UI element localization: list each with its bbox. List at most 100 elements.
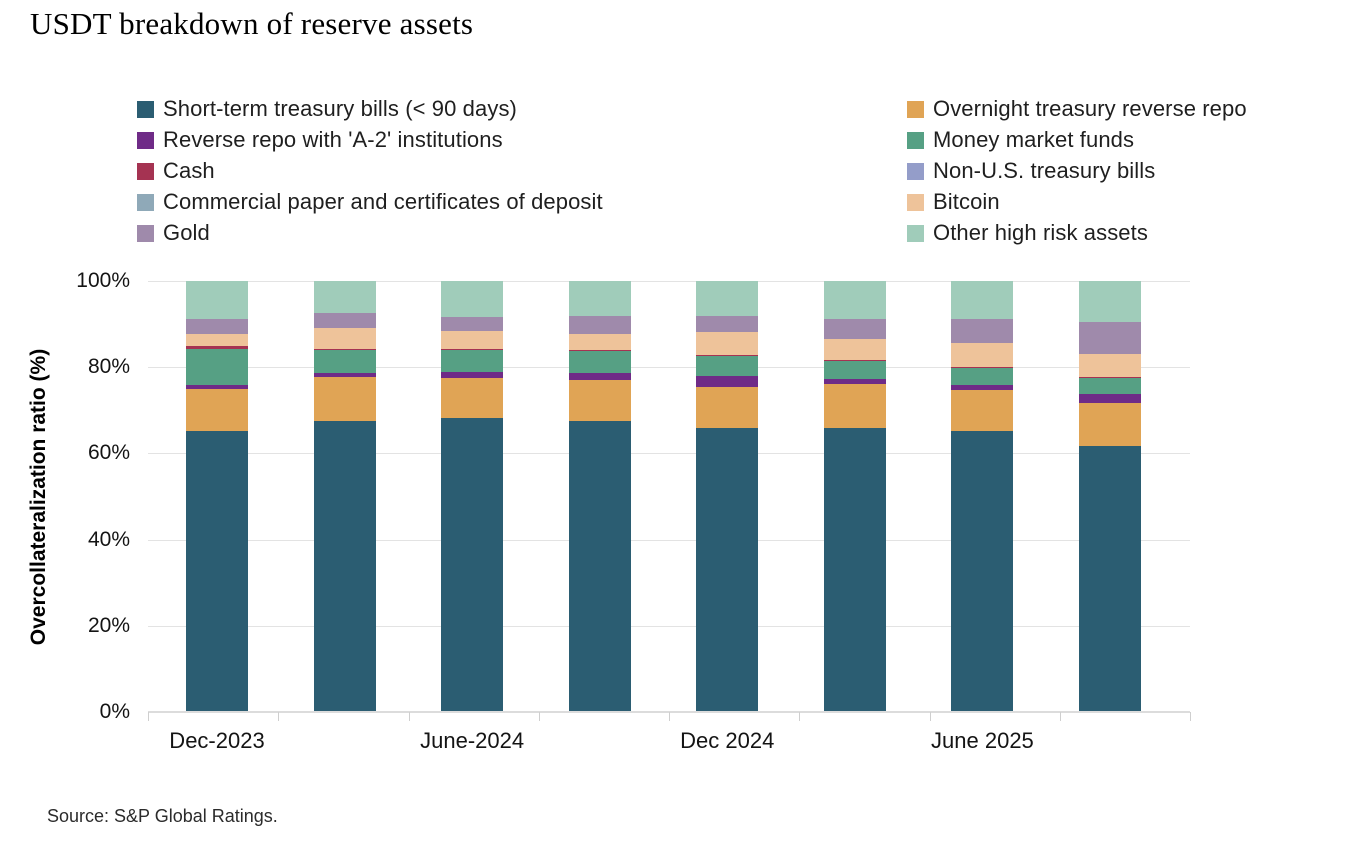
stacked-bar-4 [696,281,758,712]
legend-swatch-icon [907,162,924,180]
bar-segment [1079,402,1141,446]
bar-segment [314,373,376,377]
x-axis-tick [1060,712,1061,721]
stacked-bar-2 [441,281,503,712]
legend-label: Overnight treasury reverse repo [933,95,1247,121]
legend-item: Short-term treasury bills (< 90 days) [137,93,907,124]
bar-segment [824,339,886,360]
gridline-40 [148,539,1190,541]
bar-segment [441,418,503,712]
legend-item: Other high risk assets [907,217,1247,248]
x-axis-tick [1190,712,1191,721]
x-axis-tick [799,712,800,721]
legend-label: Reverse repo with 'A-2' institutions [163,126,503,152]
stacked-bar-0 [186,281,248,712]
bar-segment [696,375,758,388]
legend-item: Bitcoin [907,186,1247,217]
x-axis-tick [669,712,670,721]
stacked-bar-1 [314,281,376,712]
legend-label: Bitcoin [933,188,1000,214]
legend-swatch-icon [137,224,154,242]
legend-swatch-icon [137,100,154,118]
legend-swatch-icon [137,162,154,180]
y-axis-title: Overcollateralization ratio (%) [26,281,52,712]
bar-segment [951,281,1013,320]
y-tick-label: 100% [76,269,130,292]
bar-segment [824,384,886,428]
bar-segment [569,349,631,351]
y-tick-label: 20% [87,613,130,637]
bar-segment [441,372,503,378]
x-axis-tick [409,712,410,721]
bar-segment [186,384,248,389]
x-tick-label: Dec-2023 [169,728,265,753]
bar-segment [569,379,631,422]
legend-item: Non-U.S. treasury bills [907,155,1247,186]
bar-segment [824,360,886,379]
bar-segment [441,331,503,349]
legend-item: Gold [137,217,907,248]
bar-segment [1079,354,1141,377]
bar-segment [696,332,758,355]
bar-segment [441,377,503,419]
y-tick-label: 40% [87,527,130,551]
bar-segment [951,367,1013,385]
bar-segment [314,312,376,328]
bar-segment [314,348,376,350]
bar-segment [569,421,631,712]
bar-segment [1079,377,1141,395]
stacked-bar-5 [824,281,886,712]
bar-segment [696,355,758,376]
bar-segment [696,387,758,428]
bar-segment [186,431,248,712]
legend-label: Non-U.S. treasury bills [933,157,1156,183]
x-axis-tick [278,712,279,721]
legend-swatch-icon [137,131,154,149]
bar-segment [569,281,631,316]
bar-segment [696,354,758,356]
plot-area [148,281,1191,721]
legend-label: Money market funds [933,126,1135,152]
legend-item: Commercial paper and certificates of dep… [137,186,907,217]
y-tick-label: 0% [99,700,130,723]
x-tick-label: June-2024 [420,728,525,753]
legend-label: Gold [163,219,210,245]
legend-label: Commercial paper and certificates of dep… [163,188,603,214]
bar-segment [1079,394,1141,403]
x-axis-tick [148,712,149,721]
bar-segment [186,388,248,431]
x-tick-label: June 2025 [931,728,1034,753]
gridline-60 [148,453,1190,455]
y-tick-label: 60% [87,441,130,465]
legend-swatch-icon [907,224,924,242]
x-axis-tick [930,712,931,721]
legend-swatch-icon [137,193,154,211]
stacked-bar-7 [1079,281,1141,712]
bar-segment [696,427,758,712]
bar-segment [186,281,248,319]
bar-segment [824,378,886,385]
bar-segment [441,349,503,373]
bar-segment [1079,281,1141,323]
stacked-bar-6 [951,281,1013,712]
legend-swatch-icon [907,131,924,149]
bar-segment [951,384,1013,391]
bar-segment [696,316,758,333]
bar-segment [951,430,1013,712]
legend-item: Cash [137,155,907,186]
bar-segment [824,318,886,340]
bar-segment [314,281,376,313]
bar-segment [569,350,631,374]
y-axis-title-text: Overcollateralization ratio (%) [27,348,50,645]
bar-segment [314,349,376,374]
bar-segment [186,333,248,346]
bar-segment [186,318,248,334]
bar-segment [696,281,758,317]
stacked-bar-3 [569,281,631,712]
chart-title: USDT breakdown of reserve assets [30,6,474,41]
bar-segment [441,316,503,331]
bar-segment [441,281,503,317]
gridline-20 [148,625,1190,627]
bar-segment [314,420,376,712]
